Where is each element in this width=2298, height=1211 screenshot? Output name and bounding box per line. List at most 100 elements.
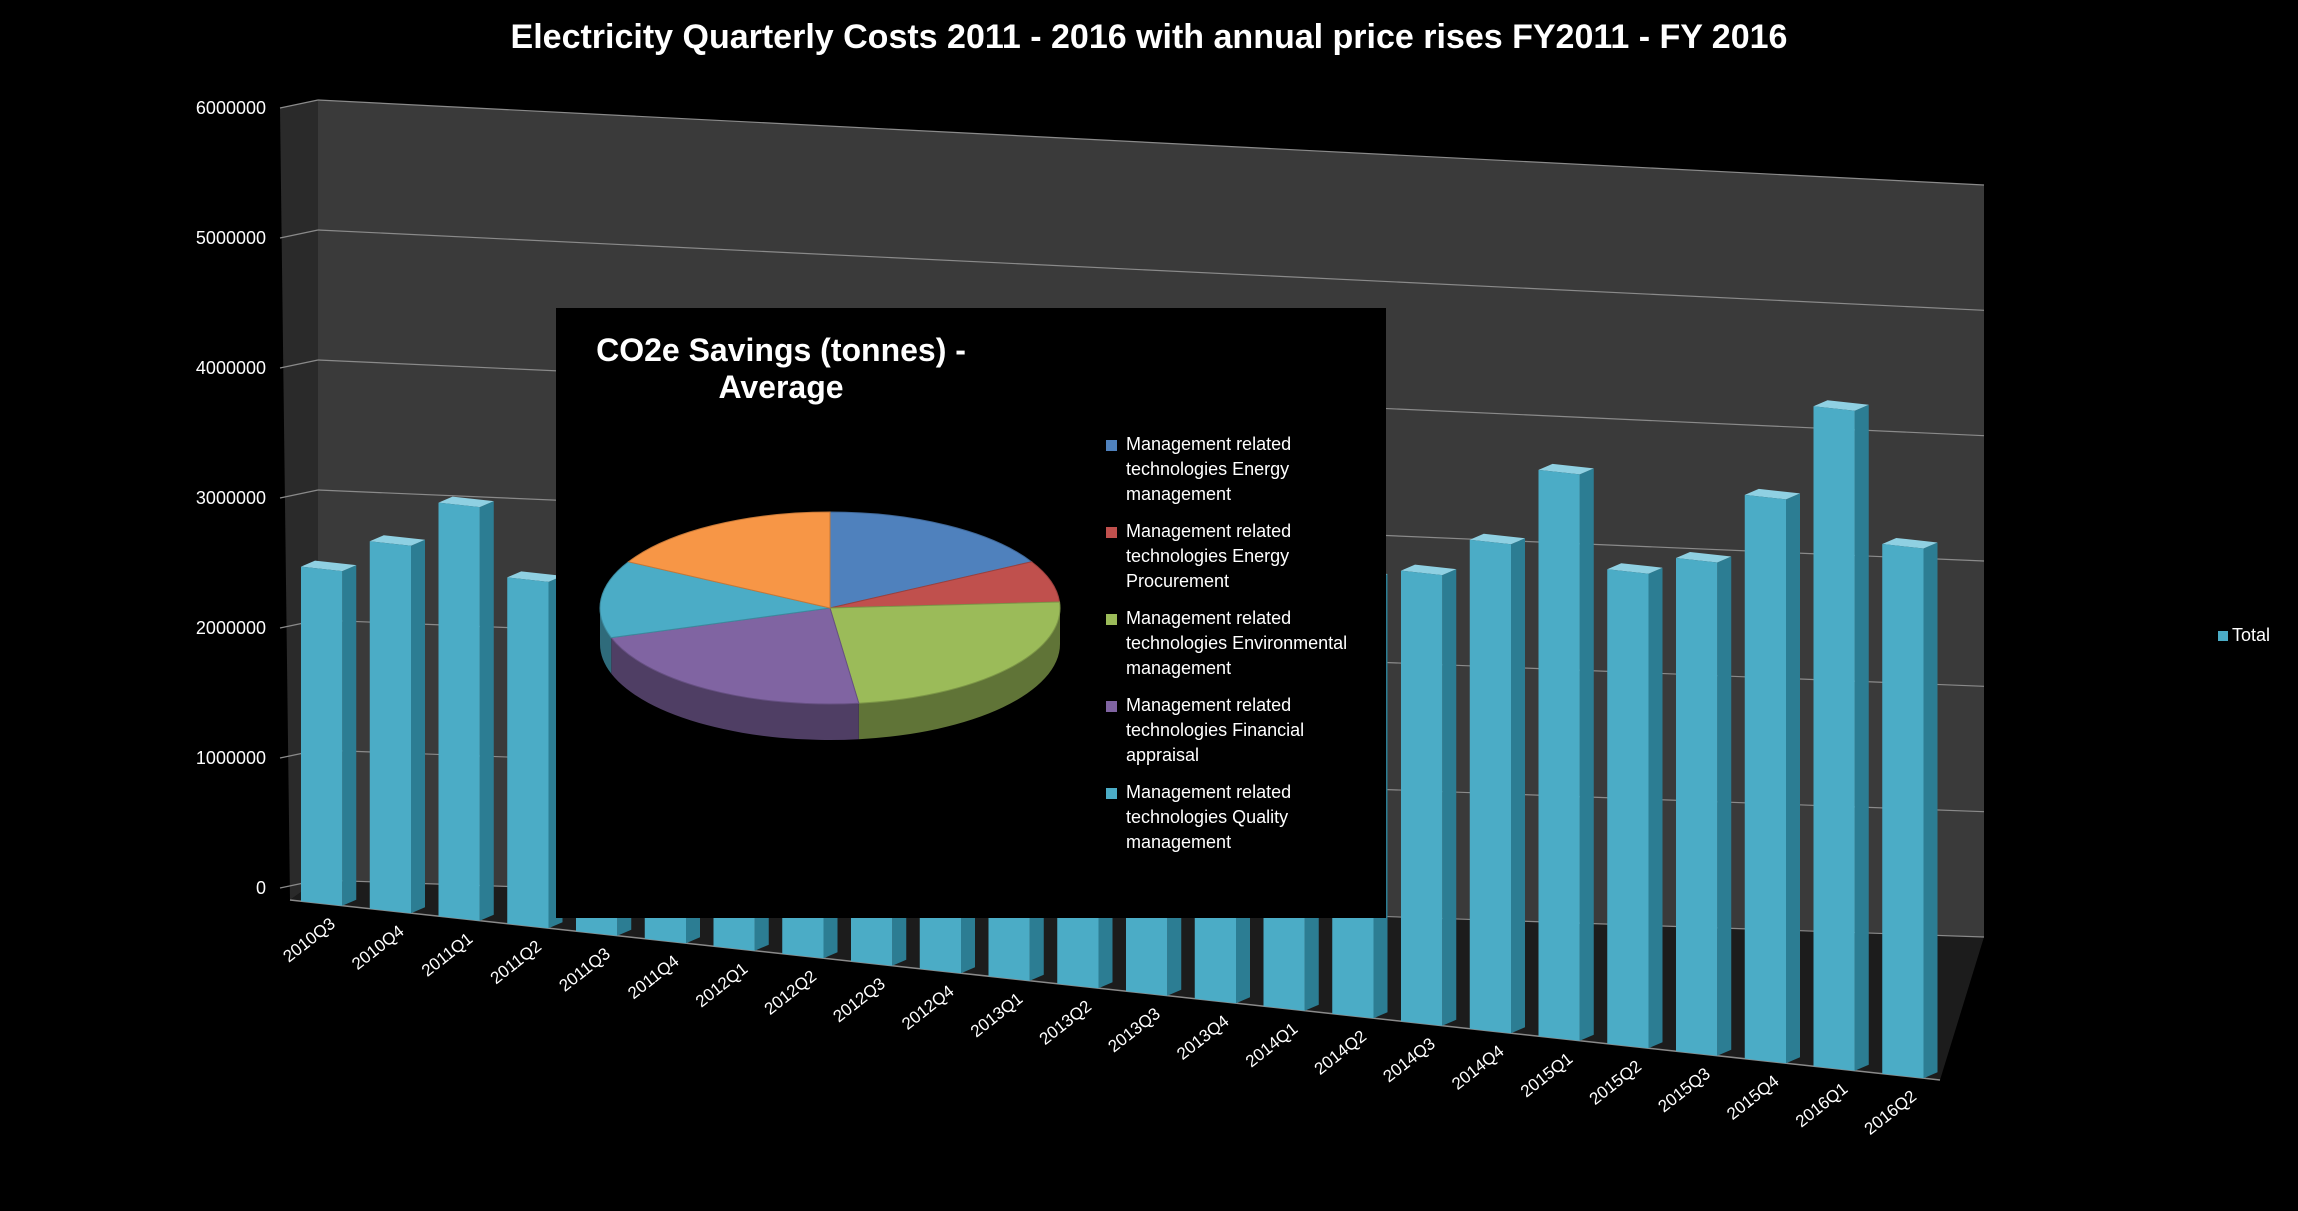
bar-side — [479, 501, 494, 921]
bar-side — [342, 565, 357, 906]
x-tick-label: 2015Q4 — [1723, 1071, 1782, 1123]
bar-side — [1648, 567, 1663, 1049]
x-tick-label: 2014Q4 — [1448, 1041, 1507, 1093]
bar-side — [1511, 538, 1525, 1034]
bar-top — [1538, 463, 1594, 475]
legend-swatch — [1106, 701, 1117, 712]
x-tick-label: 2013Q2 — [1036, 996, 1095, 1048]
legend-label: Management related technologies Financia… — [1126, 695, 1305, 765]
x-tick-label: 2013Q4 — [1173, 1011, 1232, 1063]
x-tick-label: 2012Q4 — [898, 981, 957, 1033]
x-tick-label: 2015Q1 — [1517, 1049, 1576, 1101]
legend-label: Management related technologies Quality … — [1126, 782, 1292, 852]
pie-slice — [599, 561, 831, 639]
x-tick-label: 2012Q2 — [761, 966, 820, 1018]
bar — [1538, 469, 1580, 1041]
legend-swatch — [1106, 527, 1117, 538]
bar-legend: Total — [2218, 625, 2270, 646]
bar-top — [301, 560, 357, 572]
pie-slice — [829, 601, 1061, 704]
pie-legend: Management related technologies Energy m… — [1106, 432, 1381, 867]
bar — [1607, 569, 1649, 1049]
pie-legend-item: Management related technologies Financia… — [1106, 693, 1381, 768]
bar-side — [1442, 569, 1457, 1026]
y-tick-label: 1000000 — [196, 748, 266, 768]
pie-slice — [610, 607, 860, 705]
legend-swatch — [1106, 440, 1117, 451]
pie-slice — [627, 511, 831, 609]
x-tick-label: 2015Q3 — [1654, 1064, 1713, 1116]
y-tick-label: 6000000 — [196, 98, 266, 118]
gridline-side — [279, 99, 319, 109]
y-tick-label: 3000000 — [196, 488, 266, 508]
x-tick-label: 2016Q1 — [1792, 1079, 1851, 1131]
x-tick-label: 2012Q1 — [692, 959, 751, 1011]
bar-top — [369, 535, 425, 546]
pie-slice-side — [611, 637, 859, 740]
bar — [1401, 570, 1443, 1026]
bar — [369, 541, 411, 914]
pie-legend-item: Management related technologies Energy P… — [1106, 519, 1381, 594]
x-tick-label: 2011Q3 — [555, 944, 613, 995]
legend-label: Management related technologies Energy m… — [1126, 434, 1292, 504]
y-tick-label: 4000000 — [196, 358, 266, 378]
x-tick-label: 2014Q2 — [1311, 1026, 1370, 1078]
x-tick-label: 2013Q1 — [967, 989, 1026, 1041]
bar — [1676, 557, 1718, 1056]
bar-top — [1401, 564, 1457, 576]
bar — [507, 577, 549, 929]
bar — [1744, 494, 1786, 1064]
pie-slice — [829, 511, 1033, 609]
pie-chart-title: CO2e Savings (tonnes) - Average — [596, 332, 966, 405]
pie-chart — [599, 511, 1061, 740]
bar — [301, 566, 343, 906]
pie-slice-side — [858, 608, 1060, 740]
x-tick-label: 2011Q4 — [624, 951, 682, 1002]
pie-legend-item: Management related technologies Environm… — [1106, 606, 1381, 681]
bar-side — [1786, 493, 1800, 1064]
y-tick-label: 2000000 — [196, 618, 266, 638]
legend-swatch — [1106, 788, 1117, 799]
bar — [438, 502, 480, 921]
legend-swatch — [1106, 614, 1117, 625]
gridline-side — [279, 229, 319, 239]
x-tick-label: 2011Q1 — [418, 929, 476, 980]
pie-slice — [829, 561, 1061, 609]
x-tick-label: 2014Q3 — [1379, 1034, 1438, 1086]
bar-top — [438, 496, 494, 508]
legend-label: Management related technologies Environm… — [1126, 608, 1348, 678]
pie-legend-item: Management related technologies Energy m… — [1106, 432, 1381, 507]
bar-top — [1676, 551, 1732, 563]
gridline-side — [279, 489, 319, 499]
x-axis-line — [289, 899, 1941, 1081]
gridline — [317, 229, 1985, 311]
gridline-side — [279, 359, 319, 369]
chart-title: Electricity Quarterly Costs 2011 - 2016 … — [510, 18, 1788, 56]
bar-side — [1923, 542, 1938, 1079]
pie-legend-item: Management related technologies Quality … — [1106, 780, 1381, 855]
bar-top — [507, 571, 563, 582]
x-tick-label: 2011Q2 — [487, 936, 545, 987]
bar-top — [1607, 563, 1663, 574]
bar-side — [411, 539, 425, 914]
pie-chart-inset: CO2e Savings (tonnes) - Average Manageme… — [556, 308, 1386, 918]
x-tick-label: 2010Q4 — [348, 921, 407, 973]
x-tick-label: 2016Q2 — [1861, 1086, 1920, 1138]
x-tick-label: 2013Q3 — [1104, 1004, 1163, 1056]
x-tick-label: 2012Q3 — [829, 974, 888, 1026]
bar — [1469, 539, 1511, 1034]
bar-top — [1744, 488, 1800, 500]
bar-top — [1469, 533, 1525, 545]
x-tick-label: 2010Q3 — [279, 914, 338, 966]
bar-side — [1854, 404, 1869, 1071]
bar-side — [1579, 468, 1594, 1041]
y-tick-label: 0 — [256, 878, 266, 898]
legend-label: Management related technologies Energy P… — [1126, 521, 1292, 591]
bar-top — [1882, 537, 1938, 549]
x-tick-label: 2015Q2 — [1586, 1056, 1645, 1108]
gridline — [317, 99, 1985, 186]
legend-label-total: Total — [2232, 625, 2271, 645]
x-tick-label: 2014Q1 — [1242, 1019, 1301, 1071]
bar — [1813, 406, 1855, 1071]
legend-swatch-total — [2218, 631, 2228, 641]
